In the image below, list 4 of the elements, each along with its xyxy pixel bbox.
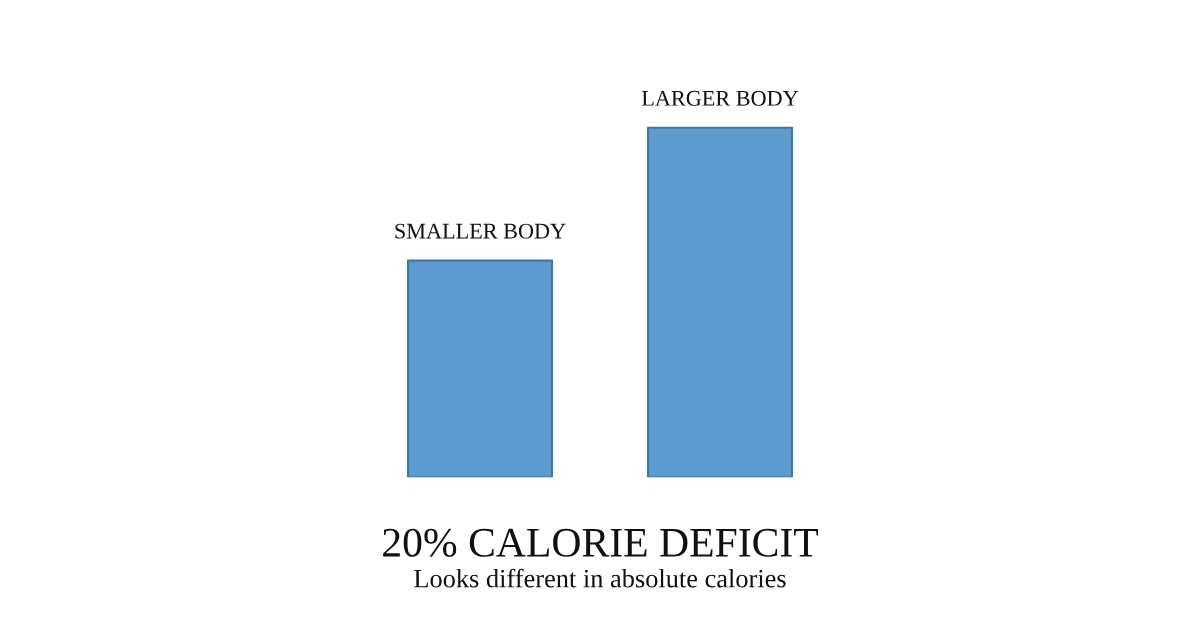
x-tick-label: LARGER BODY bbox=[641, 90, 799, 106]
text: 20% CALORIE DEFICIT bbox=[383, 528, 819, 557]
x-tick-label: SMALLER BODY bbox=[395, 223, 566, 239]
text: Looks different in absolute calories bbox=[414, 568, 786, 588]
